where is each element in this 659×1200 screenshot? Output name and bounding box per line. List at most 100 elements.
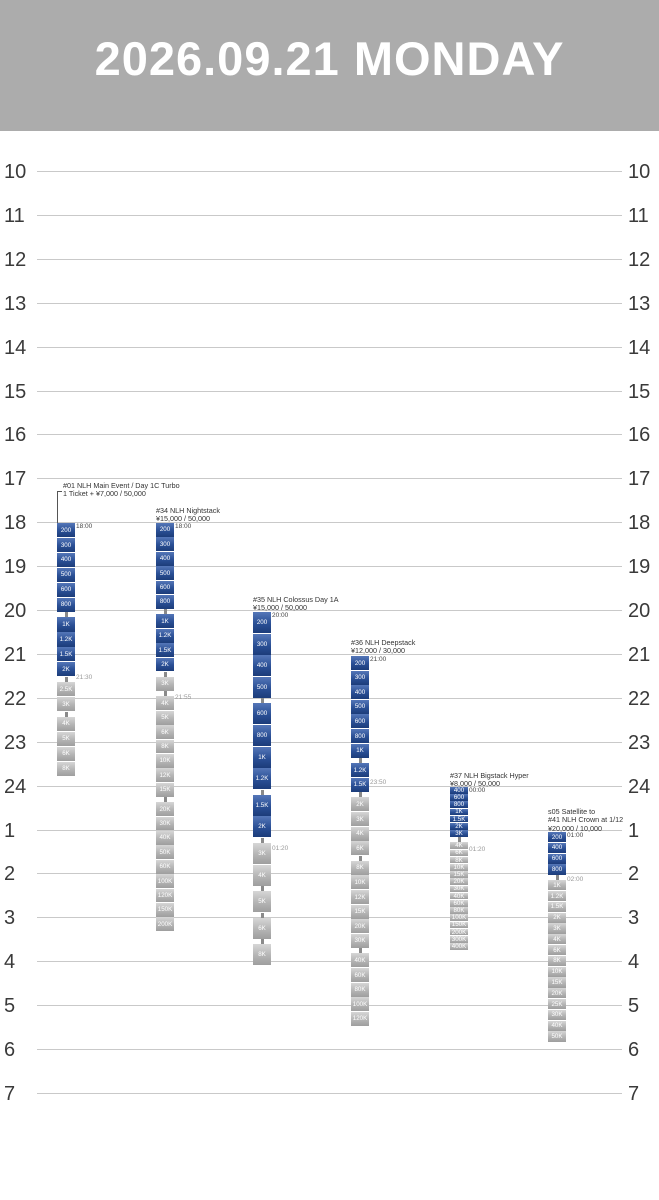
blind-level[interactable]: 20K	[548, 988, 566, 999]
blind-level[interactable]: 2K	[548, 912, 566, 923]
blind-level[interactable]: 60K	[450, 900, 468, 907]
blind-level[interactable]: 300	[57, 537, 75, 553]
blind-level[interactable]: 4K	[351, 826, 369, 841]
blind-level[interactable]: 1.5K	[548, 901, 566, 912]
blind-level[interactable]: 4K	[57, 716, 75, 732]
blind-level[interactable]: 300	[253, 633, 271, 655]
blind-level[interactable]: 10K	[450, 864, 468, 871]
blind-level[interactable]: 150K	[450, 921, 468, 929]
blind-level[interactable]: 200	[351, 656, 369, 670]
blind-level[interactable]: 5K	[57, 731, 75, 746]
event-title[interactable]: #01 NLH Main Event / Day 1C Turbo	[63, 481, 180, 490]
blind-level[interactable]: 4K	[450, 842, 468, 849]
blind-level[interactable]: 400	[351, 685, 369, 700]
blind-level[interactable]: 500	[351, 699, 369, 714]
blind-level[interactable]: 100K	[450, 914, 468, 921]
blind-level[interactable]: 40K	[450, 892, 468, 900]
blind-level[interactable]: 6K	[57, 746, 75, 761]
blind-level[interactable]: 200K	[156, 917, 174, 932]
blind-level[interactable]: 300	[351, 670, 369, 685]
blind-level[interactable]: 12K	[156, 768, 174, 783]
blind-level[interactable]: 50K	[548, 1031, 566, 1042]
blind-level[interactable]: 60K	[351, 968, 369, 982]
blind-level[interactable]: 80K	[450, 907, 468, 914]
blind-level[interactable]: 2K	[450, 823, 468, 830]
blind-level[interactable]: 10K	[156, 754, 174, 768]
event-title[interactable]: #35 NLH Colossus Day 1A	[253, 595, 339, 604]
blind-level[interactable]: 1.2K	[351, 763, 369, 778]
blind-level[interactable]: 120K	[156, 888, 174, 903]
blind-level[interactable]: 400	[450, 787, 468, 794]
blind-level[interactable]: 50K	[156, 845, 174, 860]
blind-level[interactable]: 4K	[548, 934, 566, 945]
blind-level[interactable]: 15K	[548, 977, 566, 988]
blind-level[interactable]: 6K	[253, 917, 271, 939]
blind-level[interactable]: 400K	[450, 943, 468, 950]
blind-level[interactable]: 2K	[57, 662, 75, 677]
blind-level[interactable]: 1K	[57, 617, 75, 632]
blind-level[interactable]: 3K	[57, 696, 75, 712]
blind-level[interactable]: 30K	[450, 885, 468, 893]
blind-level[interactable]: 4K	[253, 864, 271, 886]
blind-level[interactable]: 1.5K	[57, 647, 75, 662]
blind-level[interactable]: 8K	[156, 739, 174, 754]
blind-level[interactable]: 1.2K	[253, 768, 271, 790]
blind-level[interactable]: 4K	[156, 696, 174, 711]
blind-level[interactable]: 30K	[156, 816, 174, 831]
blind-level[interactable]: 2K	[156, 657, 174, 672]
blind-level[interactable]: 120K	[351, 1011, 369, 1026]
blind-level[interactable]: 400	[156, 551, 174, 566]
blind-level[interactable]: 300K	[450, 936, 468, 943]
event-title[interactable]: #34 NLH Nightstack	[156, 506, 220, 515]
blind-level[interactable]: 800	[450, 801, 468, 808]
blind-level[interactable]: 150K	[156, 903, 174, 917]
blind-level[interactable]: 3K	[156, 677, 174, 691]
blind-level[interactable]: 1.5K	[156, 643, 174, 657]
blind-level[interactable]: 40K	[351, 953, 369, 968]
blind-level[interactable]: 800	[351, 729, 369, 743]
blind-level[interactable]: 800	[156, 595, 174, 609]
blind-level[interactable]: 5K	[253, 891, 271, 913]
blind-level[interactable]: 600	[57, 582, 75, 597]
blind-level[interactable]: 600	[548, 853, 566, 864]
blind-level[interactable]: 3K	[450, 830, 468, 837]
blind-level[interactable]: 30K	[548, 1009, 566, 1020]
blind-level[interactable]: 100K	[156, 874, 174, 888]
blind-level[interactable]: 5K	[156, 710, 174, 725]
blind-level[interactable]: 40K	[156, 831, 174, 845]
blind-level[interactable]: 8K	[253, 944, 271, 966]
blind-level[interactable]: 1.5K	[351, 777, 369, 792]
blind-level[interactable]: 6K	[351, 841, 369, 856]
blind-level[interactable]: 1K	[548, 880, 566, 891]
blind-level[interactable]: 15K	[156, 782, 174, 797]
blind-level[interactable]: 400	[57, 552, 75, 568]
blind-level[interactable]: 1.2K	[548, 891, 566, 902]
blind-level[interactable]: 10K	[548, 966, 566, 977]
blind-level[interactable]: 8K	[57, 761, 75, 776]
blind-level[interactable]: 6K	[548, 945, 566, 956]
blind-level[interactable]: 60K	[156, 859, 174, 874]
blind-level[interactable]: 3K	[548, 923, 566, 934]
blind-level[interactable]: 800	[253, 725, 271, 746]
blind-level[interactable]: 2K	[253, 816, 271, 838]
blind-level[interactable]: 3K	[351, 812, 369, 826]
blind-level[interactable]: 1.2K	[156, 628, 174, 643]
blind-level[interactable]: 1K	[253, 746, 271, 768]
blind-level[interactable]: 8K	[548, 955, 566, 966]
blind-level[interactable]: 600	[351, 714, 369, 729]
blind-level[interactable]: 20K	[351, 919, 369, 934]
blind-level[interactable]: 600	[450, 794, 468, 801]
blind-level[interactable]: 800	[548, 864, 566, 875]
blind-level[interactable]: 8K	[351, 860, 369, 875]
blind-level[interactable]: 12K	[351, 890, 369, 904]
blind-level[interactable]: 6K	[450, 849, 468, 857]
blind-level[interactable]: 80K	[351, 982, 369, 997]
blind-level[interactable]: 200	[57, 523, 75, 538]
blind-level[interactable]: 20K	[450, 878, 468, 885]
blind-level[interactable]: 200	[253, 612, 271, 633]
blind-level[interactable]: 2.5K	[57, 682, 75, 697]
blind-level[interactable]: 1.5K	[450, 815, 468, 823]
blind-level[interactable]: 500	[57, 567, 75, 582]
blind-level[interactable]: 30K	[351, 933, 369, 948]
blind-level[interactable]: 1.5K	[253, 794, 271, 816]
